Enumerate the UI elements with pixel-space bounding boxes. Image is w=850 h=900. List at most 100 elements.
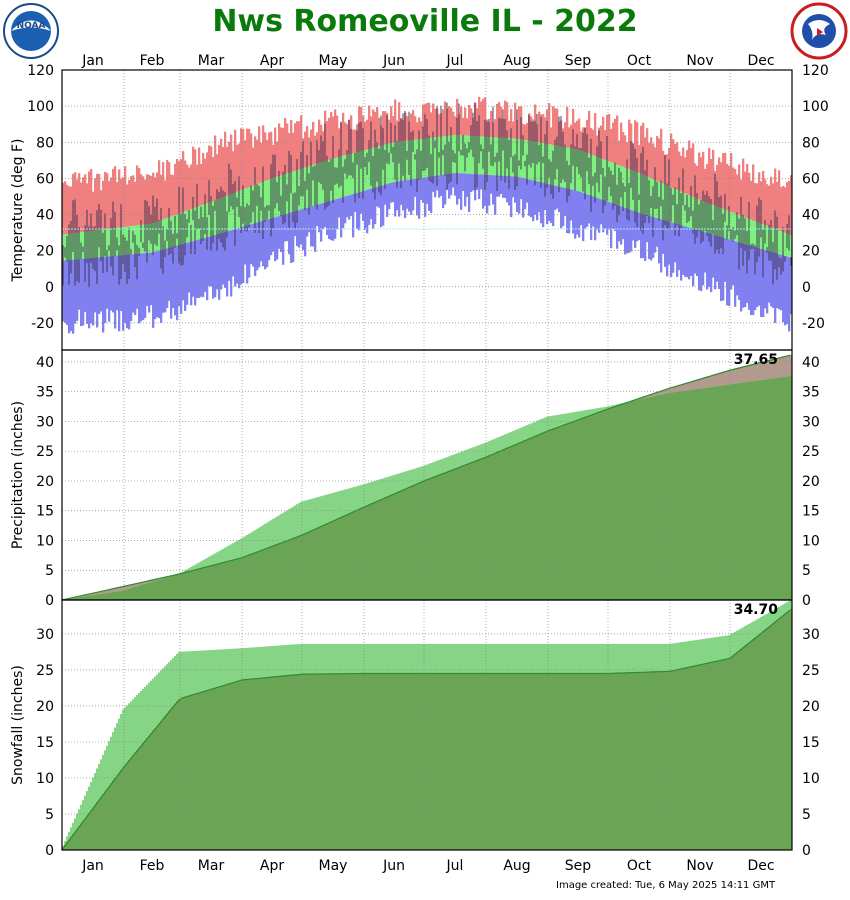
record-low-bar: [268, 219, 271, 261]
precip-diff-bar: [90, 593, 93, 596]
snow-base-bar: [708, 662, 711, 850]
record-high-bar: [666, 154, 669, 186]
record-high-bar: [646, 128, 649, 177]
precip-base-bar: [360, 508, 363, 600]
snow-base-bar: [76, 828, 79, 850]
precip-diff-bar: [128, 584, 131, 589]
snow-base-bar: [580, 673, 583, 850]
snow-base-bar: [578, 673, 581, 850]
precip-diff-bar: [360, 485, 363, 509]
y-tick-label-right: 20: [802, 244, 820, 260]
snow-base-bar: [740, 648, 743, 850]
precip-diff-bar: [434, 461, 437, 477]
snow-base-bar: [520, 673, 523, 850]
observed-temp-bar: [108, 245, 110, 251]
record-high-bar: [720, 162, 723, 209]
precip-base-bar: [586, 416, 589, 600]
precip-diff-bar: [192, 565, 195, 571]
record-high-bar: [574, 122, 577, 149]
observed-temp-bar: [326, 155, 328, 208]
record-high-bar: [454, 116, 457, 136]
snow-diff-bar: [540, 643, 543, 674]
observed-temp-bar: [240, 206, 242, 234]
record-high-bar: [490, 110, 493, 138]
record-high-bar: [564, 122, 567, 148]
snow-diff-bar: [670, 643, 673, 671]
y-tick-label-right: 20: [802, 474, 820, 490]
precip-base-bar: [416, 483, 419, 600]
precip-base-bar: [634, 400, 637, 600]
record-high-bar: [346, 123, 349, 155]
snow-diff-bar: [684, 641, 687, 668]
record-low-bar: [592, 196, 595, 227]
precip-base-bar: [254, 552, 257, 600]
precip-base-bar: [168, 576, 171, 600]
normal-range-bar: [480, 136, 483, 175]
observed-temp-bar: [72, 200, 74, 253]
observed-temp-bar: [392, 146, 394, 163]
snow-base-bar: [620, 672, 623, 850]
snow-diff-bar: [296, 644, 299, 675]
precip-base-bar: [520, 441, 523, 600]
precip-diff-bar: [314, 497, 317, 529]
snow-diff-bar: [690, 640, 693, 667]
record-low-bar: [530, 179, 533, 218]
precip-base-bar: [568, 422, 571, 600]
precip-diff-bar: [154, 579, 157, 581]
precip-base-bar: [564, 424, 567, 600]
record-high-bar: [774, 168, 777, 229]
record-high-bar: [618, 140, 621, 166]
snow-base-bar: [600, 673, 603, 850]
precip-base-bar: [316, 527, 319, 600]
snow-base-bar: [294, 674, 297, 850]
observed-temp-bar: [788, 215, 790, 251]
precip-diff-bar: [646, 395, 649, 398]
snow-diff-bar: [772, 610, 775, 624]
record-high-bar: [414, 116, 417, 140]
snow-diff-bar: [398, 643, 401, 674]
precip-base-bar: [212, 564, 215, 600]
record-high-bar: [420, 121, 423, 140]
observed-temp-bar: [686, 194, 688, 223]
snow-diff-bar: [88, 786, 91, 813]
snow-base-bar: [444, 673, 447, 850]
record-high-bar: [758, 172, 761, 223]
precip-diff-bar: [252, 531, 255, 554]
record-high-bar: [154, 177, 157, 223]
record-low-bar: [738, 242, 741, 300]
snow-diff-bar: [338, 643, 341, 674]
precip-diff-bar: [470, 448, 473, 463]
precip-base-bar: [732, 383, 735, 600]
y-tick-label-left: 5: [45, 807, 54, 823]
snow-diff-bar: [500, 643, 503, 674]
precip-base-bar: [558, 426, 561, 600]
record-high-bar: [610, 128, 613, 163]
observed-temp-bar: [334, 167, 336, 185]
snow-diff-bar: [86, 791, 89, 816]
precip-base-bar: [320, 526, 323, 600]
observed-temp-bar: [498, 117, 500, 162]
record-low-bar: [586, 194, 589, 227]
precip-base-bar: [368, 504, 371, 600]
record-low-bar: [482, 174, 485, 209]
record-high-bar: [270, 131, 273, 179]
snow-base-bar: [442, 673, 445, 850]
month-label-bottom: Sep: [565, 858, 592, 874]
snow-base-bar: [300, 674, 303, 850]
precip-diff-bar: [564, 413, 567, 425]
record-low-bar: [116, 255, 119, 311]
precip-diff-bar: [520, 427, 523, 442]
observed-temp-bar: [310, 141, 312, 207]
precip-base-bar: [444, 472, 447, 600]
precip-base-bar: [162, 578, 165, 600]
precip-base-bar: [730, 384, 733, 600]
snow-diff-bar: [180, 651, 183, 699]
observed-temp-bar: [248, 205, 250, 228]
snow-diff-bar: [102, 754, 105, 794]
precip-base-bar: [470, 462, 473, 600]
precip-diff-bar: [498, 436, 501, 452]
normal-range-bar: [158, 220, 161, 251]
record-low-bar: [214, 235, 217, 298]
record-high-bar: [62, 182, 65, 235]
snow-diff-bar: [556, 643, 559, 674]
